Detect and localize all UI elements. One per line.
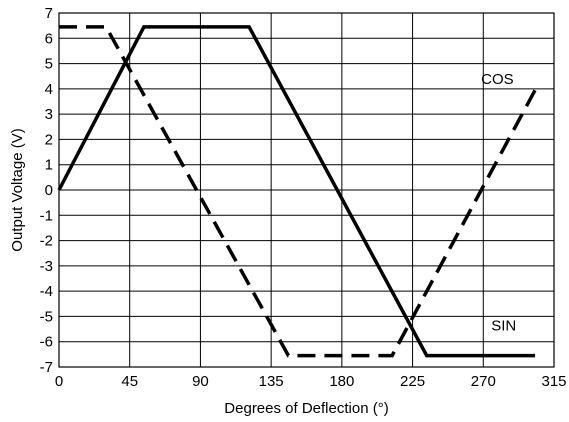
y-tick-label: 2: [45, 131, 53, 148]
x-axis-label: Degrees of Deflection (°): [224, 400, 388, 417]
y-tick-label: 1: [45, 157, 53, 174]
annotation-sin: SIN: [491, 317, 516, 334]
y-tick-label: 5: [45, 56, 53, 73]
y-tick-label: -4: [40, 283, 53, 300]
y-tick-label: -3: [40, 258, 53, 275]
y-tick-label: 6: [45, 30, 53, 47]
y-tick-label: 7: [45, 5, 53, 22]
plot-series: [57, 25, 537, 358]
plot-frame: [58, 12, 555, 368]
annotation-cos: COS: [481, 71, 514, 88]
x-tick-label: 90: [192, 373, 209, 390]
x-tick-labels: 0 45 90 135 180 225 270 315: [55, 373, 567, 390]
y-tick-label: -7: [40, 359, 53, 376]
series-annotations: COS SIN: [481, 71, 516, 335]
series-line-sin: [57, 25, 536, 358]
y-tick-label: 3: [45, 106, 53, 123]
x-tick-label: 180: [329, 373, 354, 390]
y-tick-label: 4: [45, 81, 53, 98]
y-tick-labels: 7 6 5 4 3 2 1 0 -1 -2 -3 -4 -5 -6 -7: [40, 5, 53, 376]
y-tick-label: -1: [40, 207, 53, 224]
x-tick-label: 45: [121, 373, 138, 390]
y-tick-label: 0: [45, 182, 53, 199]
y-tick-label: -6: [40, 334, 53, 351]
x-tick-label: 135: [259, 373, 284, 390]
series-line-cos: [59, 25, 537, 358]
x-tick-label: 315: [541, 373, 566, 390]
x-tick-label: 270: [471, 373, 496, 390]
y-tick-label: -5: [40, 308, 53, 325]
y-tick-label: -2: [40, 233, 53, 250]
x-tick-label: 225: [400, 373, 425, 390]
x-tick-label: 0: [55, 373, 63, 390]
y-axis-label: Output Voltage (V): [9, 128, 26, 251]
